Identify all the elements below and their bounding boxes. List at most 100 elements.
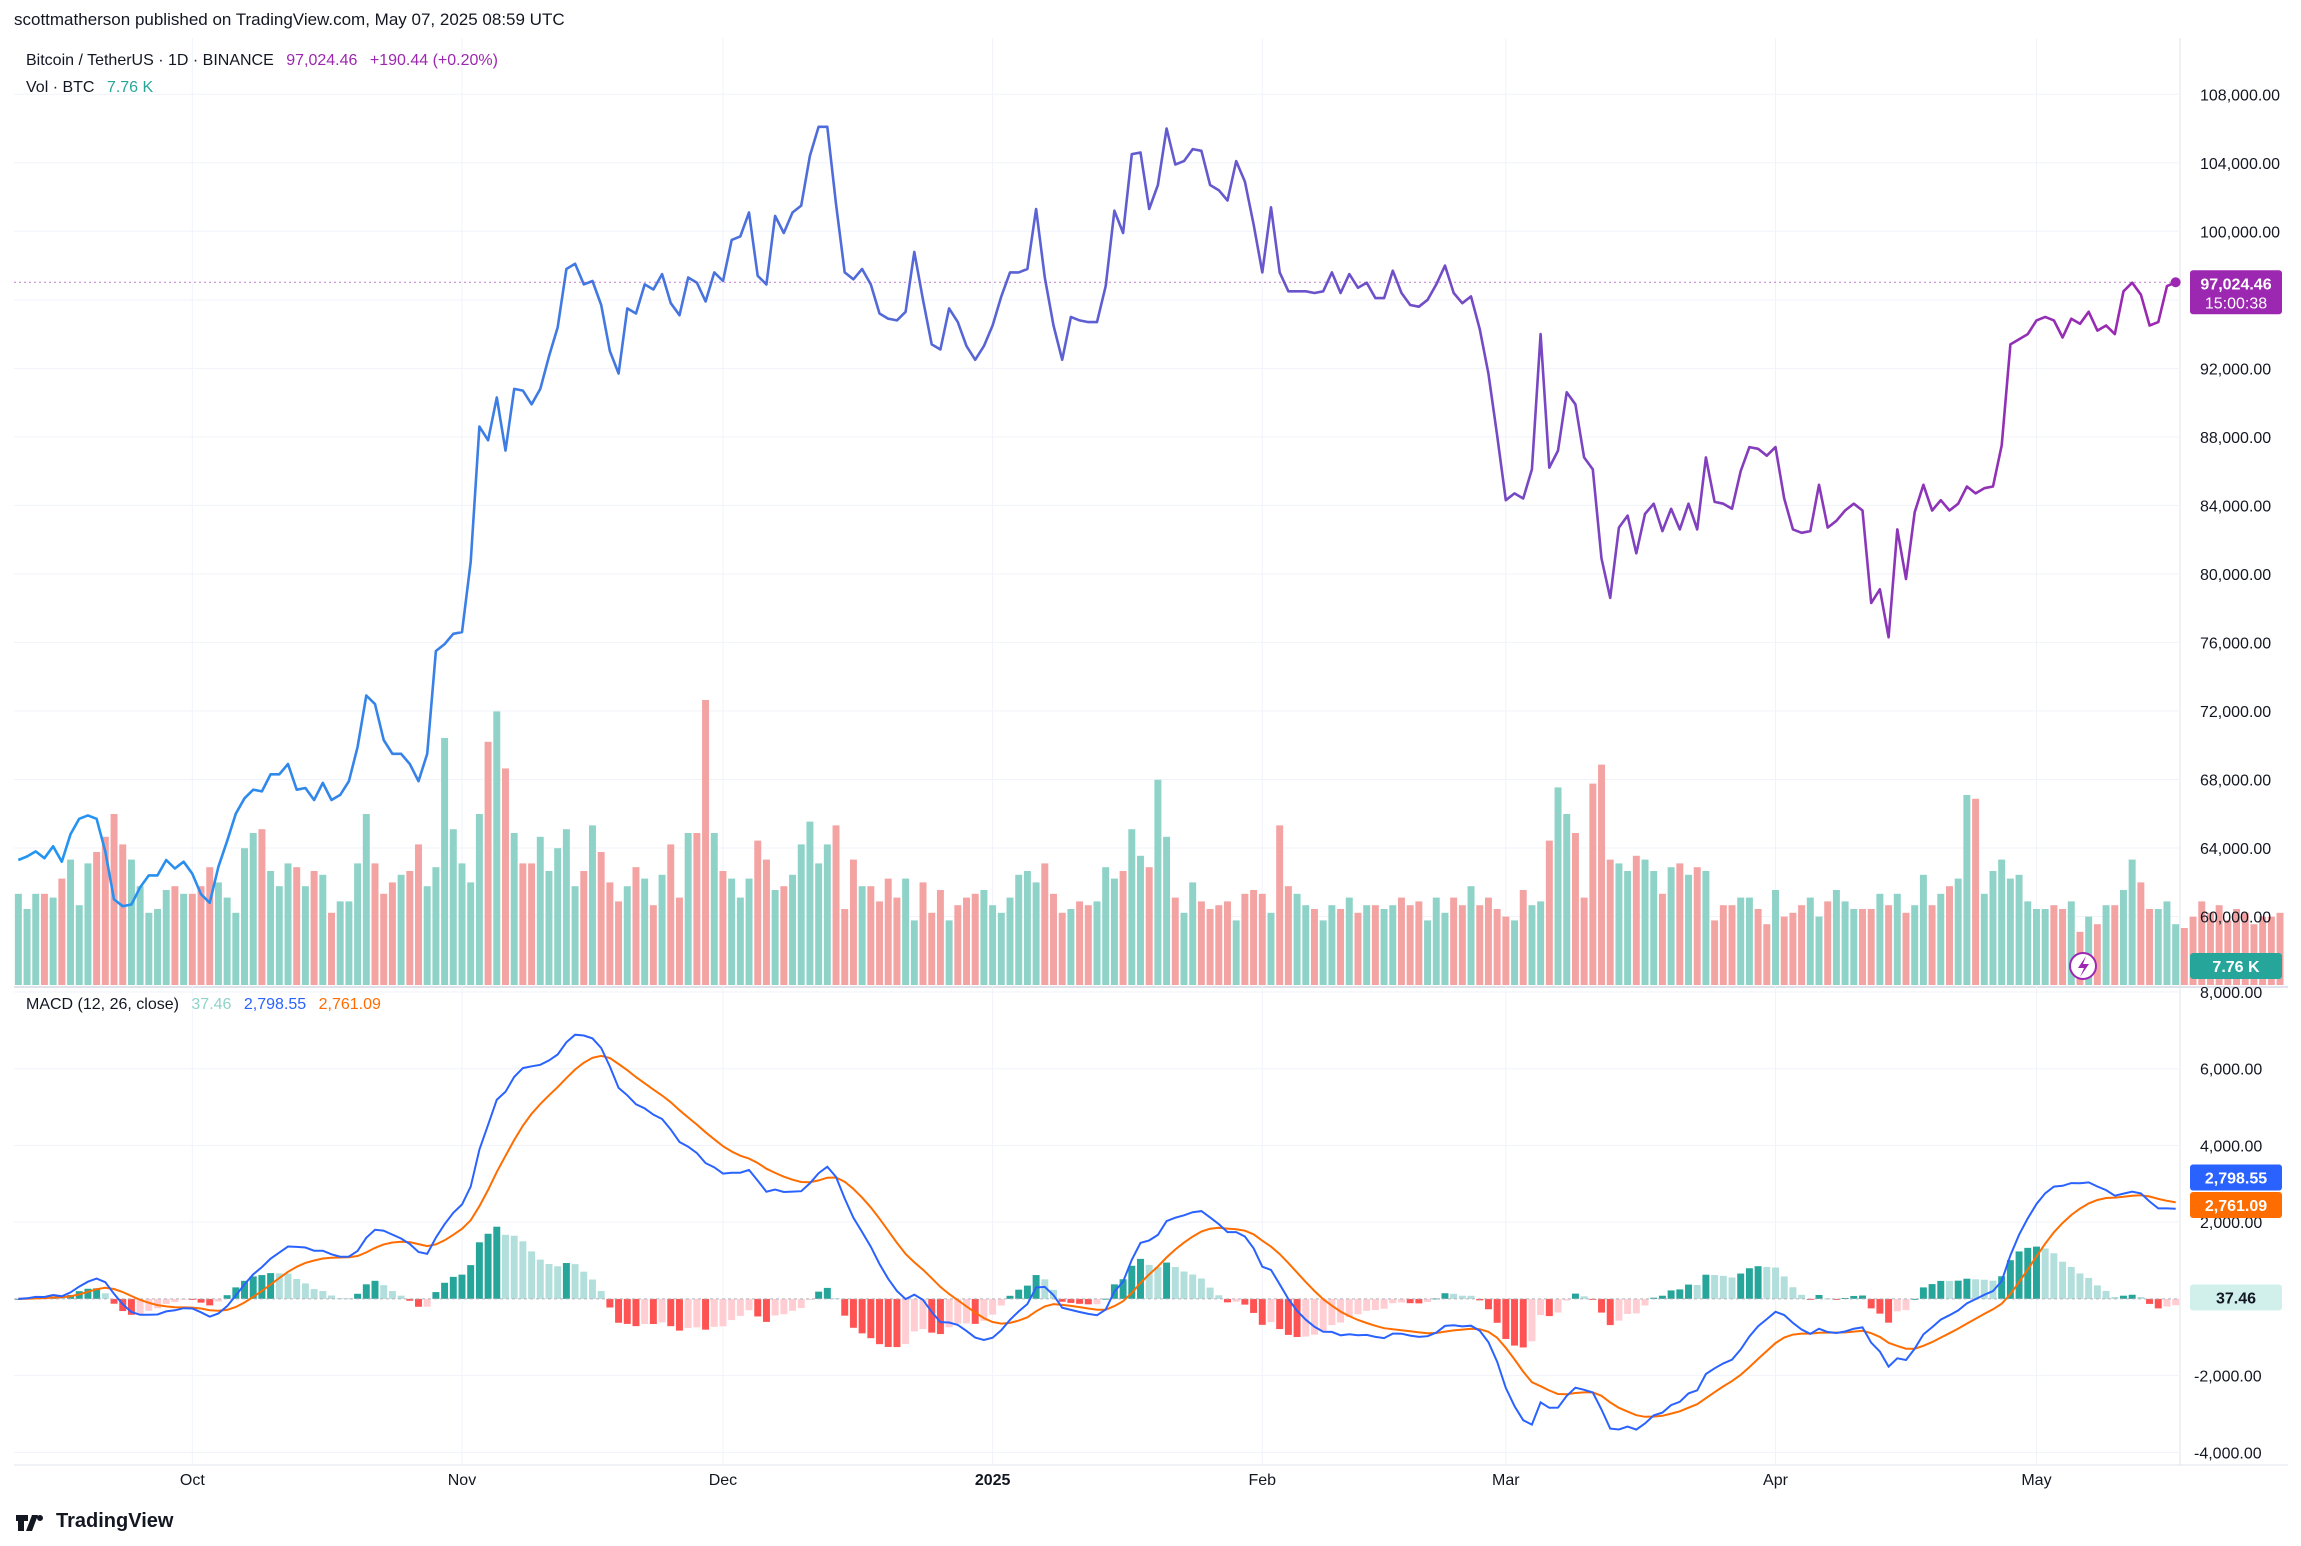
volume-bar	[1406, 905, 1414, 985]
macd-tick-label: 8,000.00	[2200, 985, 2262, 1002]
volume-bar	[354, 863, 362, 985]
volume-bar	[93, 852, 101, 985]
volume-bar	[1954, 878, 1962, 985]
time-tick-label: Apr	[1763, 1472, 1789, 1489]
symbol-title[interactable]: Bitcoin / TetherUS · 1D · BINANCE	[26, 52, 274, 69]
macd-hist-bar	[310, 1289, 318, 1299]
macd-hist-bar	[1458, 1295, 1466, 1299]
symbol-legend[interactable]: Bitcoin / TetherUS · 1D · BINANCE 97,024…	[26, 52, 506, 70]
macd-hist-bar	[354, 1293, 362, 1299]
volume-bar	[1241, 893, 1249, 985]
volume-bar	[510, 833, 518, 985]
macd-hist-bar	[528, 1251, 536, 1299]
macd-hist-bar	[1754, 1266, 1762, 1299]
volume-bar	[797, 844, 805, 985]
volume-bar	[2189, 916, 2197, 985]
macd-hist-bar	[2041, 1248, 2049, 1299]
macd-hist-bar	[1980, 1279, 1988, 1299]
volume-bar	[2259, 916, 2267, 985]
time-axis[interactable]: Oct Nov Dec 2025 Feb Mar Apr May	[180, 1472, 2052, 1489]
volume-bar	[1293, 893, 1301, 985]
volume-legend[interactable]: Vol · BTC 7.76 K	[26, 79, 161, 97]
volume-bar	[1058, 912, 1066, 985]
macd-hist-bar	[1902, 1298, 1910, 1311]
macd-hist-bar	[615, 1298, 623, 1323]
macd-hist-bar	[980, 1298, 988, 1321]
macd-hist-bar	[293, 1278, 301, 1299]
macd-legend[interactable]: MACD (12, 26, close) 37.46 2,798.55 2,76…	[26, 996, 389, 1014]
volume-bar	[1345, 897, 1353, 985]
volume-bar	[2267, 916, 2275, 985]
volume-bar	[1563, 814, 1571, 985]
macd-hist-bar	[1041, 1279, 1049, 1299]
volume-bar	[1606, 859, 1614, 985]
macd-hist-bar	[127, 1298, 135, 1315]
macd-hist-bar	[1093, 1298, 1101, 1305]
macd-badge-text: 2,798.55	[2205, 1171, 2267, 1188]
volume-bar	[1224, 901, 1231, 985]
macd-hist-bar	[1084, 1298, 1092, 1305]
hist-badge	[2190, 1284, 2282, 1311]
macd-hist-bar	[1006, 1295, 1014, 1299]
volume-bar	[1867, 909, 1875, 985]
volume-bar	[562, 829, 570, 985]
macd-hist-bar	[1476, 1298, 1484, 1301]
last-price-badge	[2190, 270, 2282, 315]
macd-hist-bar	[1241, 1298, 1249, 1305]
volume-bar	[2085, 916, 2093, 985]
volume-bar	[1119, 871, 1127, 985]
volume-bar	[1337, 909, 1345, 985]
volume-bar	[493, 711, 501, 985]
macd-hist-bar	[1250, 1298, 1258, 1313]
macd-hist-bar	[1058, 1298, 1066, 1302]
macd-hist-bar	[1963, 1278, 1971, 1299]
macd-hist-bar	[223, 1295, 231, 1299]
volume-bar	[536, 836, 544, 985]
macd-hist-bar	[1276, 1298, 1284, 1330]
macd-hist-bar	[1859, 1295, 1866, 1299]
footer-brand: TradingView	[56, 1510, 174, 1532]
lightning-bolt-icon	[2078, 956, 2089, 977]
volume-bar	[1693, 867, 1701, 985]
volume-bar	[345, 901, 353, 985]
volume-bar	[58, 878, 66, 985]
volume-bar	[1363, 905, 1371, 985]
volume-bar	[649, 905, 657, 985]
volume-bar	[1841, 901, 1849, 985]
volume-bar	[728, 878, 736, 985]
price-axis[interactable]: 60,000.00 64,000.00 68,000.00 72,000.00 76,0…	[2194, 87, 2280, 1462]
macd-hist-bar	[1832, 1298, 1840, 1300]
macd-hist-bar	[1641, 1298, 1649, 1306]
volume-bar	[319, 874, 327, 985]
volume-bar	[397, 874, 405, 985]
volume-bar	[1989, 871, 1997, 985]
volume-bar	[2276, 912, 2284, 985]
volume-bar	[2032, 909, 2040, 985]
time-tick-label: Feb	[1248, 1472, 1276, 1489]
tradingview-footer[interactable]: TradingView	[14, 1510, 173, 1533]
macd-line	[18, 1033, 2176, 1431]
hist-badge-text: 37.46	[2216, 1290, 2256, 1307]
macd-hist-bar	[1450, 1293, 1458, 1299]
macd-hist-bar	[1571, 1293, 1579, 1299]
volume-bar	[806, 821, 814, 985]
volume-bar	[1450, 897, 1458, 985]
macd-hist-bar	[1145, 1264, 1153, 1299]
macd-hist-bar	[1928, 1284, 1936, 1299]
macd-hist-bar	[1650, 1297, 1658, 1299]
axis-badges: 97,024.46 15:00:38 7.76 K 2,798.55 2,761.09 3…	[2190, 270, 2282, 1311]
macd-hist-bar	[2059, 1261, 2067, 1299]
macd-hist-bar	[2085, 1277, 2093, 1299]
volume-bar	[1032, 882, 1040, 985]
volume-bar	[1232, 920, 1240, 985]
macd-hist-bar	[588, 1279, 596, 1299]
macd-hist-bar	[780, 1298, 788, 1315]
volume-bar	[1658, 893, 1666, 985]
macd-hist-bar	[1745, 1268, 1753, 1299]
macd-hist-bar	[1224, 1298, 1231, 1303]
macd-hist-bar	[1015, 1289, 1023, 1299]
macd-hist-bar	[1763, 1267, 1771, 1299]
macd-hist-bar	[232, 1287, 240, 1299]
volume-bar	[1711, 920, 1719, 985]
